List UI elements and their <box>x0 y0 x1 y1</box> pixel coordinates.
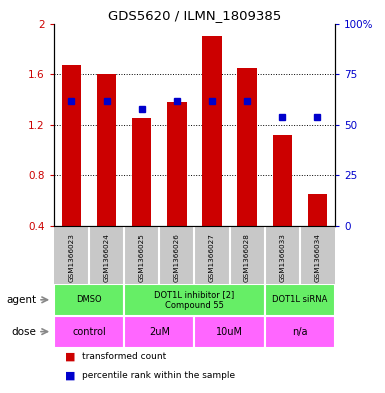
Bar <box>203 36 222 226</box>
Bar <box>132 119 151 226</box>
Bar <box>62 65 81 226</box>
Text: control: control <box>72 327 106 337</box>
Text: dose: dose <box>12 327 36 337</box>
Text: 10uM: 10uM <box>216 327 243 337</box>
Text: agent: agent <box>6 295 36 305</box>
Bar <box>54 316 124 347</box>
Bar <box>97 74 116 226</box>
Title: GDS5620 / ILMN_1809385: GDS5620 / ILMN_1809385 <box>108 9 281 22</box>
Bar <box>167 102 186 226</box>
Bar <box>238 68 257 226</box>
Text: ■: ■ <box>65 352 75 362</box>
Text: GSM1366024: GSM1366024 <box>104 233 110 282</box>
Text: GSM1366026: GSM1366026 <box>174 233 180 282</box>
Text: DMSO: DMSO <box>76 295 102 304</box>
Text: GSM1366027: GSM1366027 <box>209 233 215 282</box>
Text: DOT1L siRNA: DOT1L siRNA <box>272 295 328 304</box>
Text: GSM1366028: GSM1366028 <box>244 233 250 282</box>
Text: DOT1L inhibitor [2]
Compound 55: DOT1L inhibitor [2] Compound 55 <box>154 290 234 310</box>
Text: GSM1366023: GSM1366023 <box>69 233 74 282</box>
Text: GSM1366025: GSM1366025 <box>139 233 145 282</box>
Text: GSM1366033: GSM1366033 <box>279 233 285 282</box>
Bar <box>54 284 124 316</box>
Bar <box>265 284 335 316</box>
Bar <box>124 316 194 347</box>
Bar <box>308 195 327 226</box>
Text: percentile rank within the sample: percentile rank within the sample <box>82 371 235 380</box>
Bar <box>273 135 292 226</box>
Text: GSM1366034: GSM1366034 <box>315 233 320 282</box>
Text: ■: ■ <box>65 371 75 381</box>
Bar <box>265 316 335 347</box>
Bar <box>124 284 265 316</box>
Bar <box>194 316 265 347</box>
Text: transformed count: transformed count <box>82 353 166 362</box>
Text: 2uM: 2uM <box>149 327 170 337</box>
Text: n/a: n/a <box>292 327 308 337</box>
